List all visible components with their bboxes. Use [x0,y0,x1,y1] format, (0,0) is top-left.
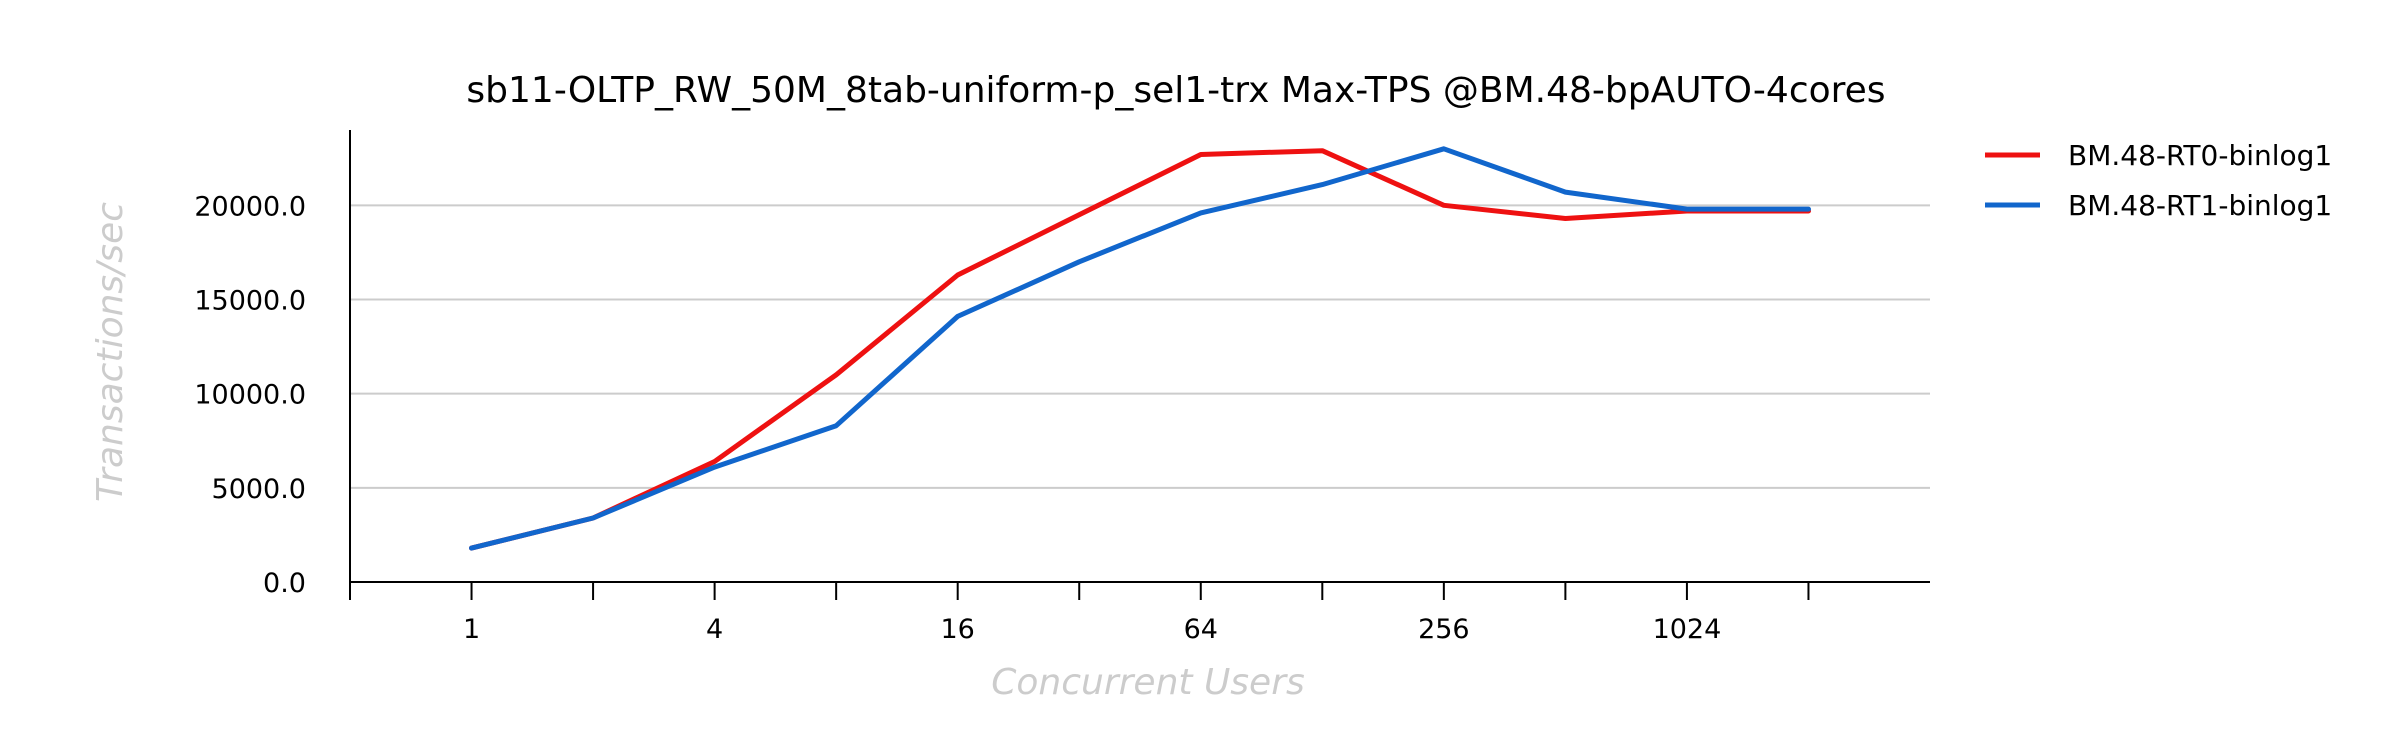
series-line-2 [469,146,1811,551]
x-tick-label: 4 [706,614,723,645]
x-tick-label: 16 [941,614,975,645]
series-lines [469,146,1811,551]
x-axis-ticks: 1 4 16 64 256 1024 [349,582,1810,645]
axes [349,130,1930,583]
gridlines [350,204,1930,489]
y-tick-label: 10000.0 [194,380,306,411]
legend-label: BM.48-RT1-binlog1 [2068,189,2332,222]
y-tick-label: 0.0 [263,568,306,599]
x-tick-label: 1024 [1653,614,1722,645]
x-tick-label: 1 [463,614,480,645]
legend-label: BM.48-RT0-binlog1 [2068,139,2332,172]
y-axis-ticks: 0.0 5000.0 10000.0 15000.0 20000.0 [194,191,306,599]
y-tick-label: 20000.0 [194,191,306,222]
x-tick-label: 64 [1184,614,1218,645]
x-tick-label: 256 [1418,614,1470,645]
y-axis-title: Transactions/sec [90,202,131,502]
x-axis-title: Concurrent Users [991,662,1305,703]
series-line-1 [469,148,1811,551]
legend: BM.48-RT0-binlog1 BM.48-RT1-binlog1 [1985,139,2332,222]
y-tick-label: 5000.0 [212,474,306,505]
chart-title: sb11-OLTP_RW_50M_8tab-uniform-p_sel1-trx… [466,70,1885,111]
y-tick-label: 15000.0 [194,286,306,317]
